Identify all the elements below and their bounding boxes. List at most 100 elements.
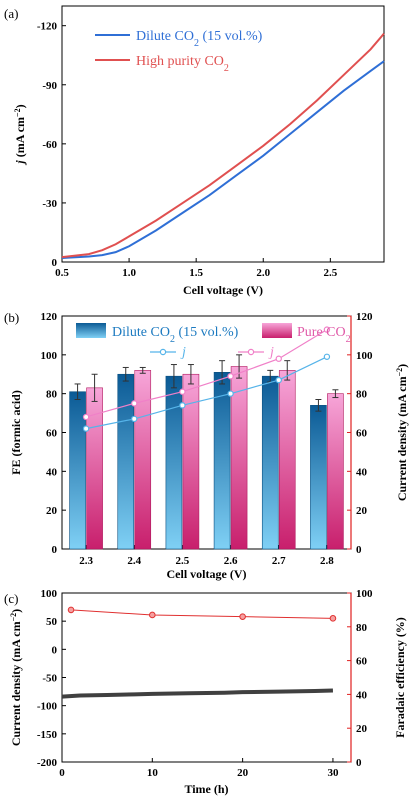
- left-tick-label: -50: [42, 673, 57, 685]
- plot-frame: [61, 315, 352, 550]
- current-density-point: [323, 326, 331, 333]
- x-tick-label: 0: [59, 767, 65, 779]
- left-axis-title: FE (formic acid): [9, 390, 23, 475]
- bar-series-2: [86, 387, 103, 550]
- plot-frame: [61, 5, 385, 263]
- legend-swatch-point: [159, 348, 167, 356]
- bar-series-1: [117, 373, 135, 550]
- y-axis-title: j (mA cm−2): [13, 104, 28, 165]
- right-axis-title: Faradaic efficiency (%): [393, 617, 407, 738]
- right-tick-label: 40: [356, 466, 368, 478]
- right-tick-label: 120: [356, 311, 373, 323]
- right-tick-label: 80: [356, 622, 368, 634]
- right-tick-label: 40: [356, 689, 368, 701]
- x-tick-label: 2.5: [176, 555, 190, 567]
- right-axis-title-main: Current density (mA cm: [395, 376, 409, 501]
- x-tick-label: 2.6: [224, 555, 238, 567]
- current-density-point: [82, 425, 90, 432]
- legend-sub: 2: [170, 334, 175, 345]
- right-axis-title: Current density (mA cm−2): [395, 364, 410, 501]
- left-tick-label: 50: [46, 616, 58, 628]
- current-density-line-2: [85, 329, 328, 418]
- right-tick-label: 20: [356, 505, 368, 517]
- legend-name: Pure CO: [297, 325, 346, 340]
- right-tick-label: 80: [356, 389, 368, 401]
- legend-tail: (15 vol.%): [199, 29, 263, 44]
- x-tick-label: 20: [237, 767, 249, 779]
- bar-series-2: [134, 370, 152, 550]
- x-tick-label: 10: [147, 767, 159, 779]
- right-tick-label: 100: [356, 588, 373, 600]
- legend-entry-line-1: j: [180, 345, 186, 360]
- legend-sub: 2: [194, 38, 199, 49]
- y-tick-label: 20: [46, 505, 58, 517]
- y-tick-label: 40: [46, 466, 58, 478]
- panel-label: (a): [4, 6, 18, 21]
- left-axis-title-end: ): [9, 609, 23, 613]
- legend-entry-1: Dilute CO2 (15 vol.%): [136, 29, 263, 49]
- left-axis-title-sup: −2: [9, 613, 18, 622]
- panel-label: (b): [4, 310, 19, 325]
- x-tick-label: 2.8: [320, 555, 334, 567]
- legend-tail: (15 vol.%): [175, 325, 239, 340]
- series-line-1: [61, 60, 385, 260]
- faradaic-efficiency-point: [149, 611, 156, 619]
- panel-b: (b) 0 0 20 20 40 40 60 60 80 80 100 100 120 120 2.3 2.4 2…: [4, 310, 409, 581]
- current-density-line-1: [85, 356, 328, 430]
- current-density-point: [323, 353, 331, 360]
- left-tick-label: -150: [37, 729, 58, 741]
- current-density-point: [275, 355, 282, 362]
- y-axis-title-end: ): [13, 104, 27, 108]
- x-tick-label: 2.0: [256, 267, 270, 279]
- left-tick-label: -100: [37, 701, 58, 713]
- y-tick-label: 60: [46, 428, 58, 440]
- left-tick-label: 100: [41, 588, 58, 600]
- current-density-point: [82, 413, 90, 421]
- x-tick-label: 1.0: [122, 267, 136, 279]
- legend-sub: 2: [224, 63, 229, 74]
- panel-a: (a) 0.5 1.0 1.5 2.0 2.5 0 -30 -60 -90 -120 Cell vol…: [4, 5, 385, 297]
- y-tick-label: -90: [42, 80, 57, 92]
- right-tick-label: 0: [356, 544, 362, 556]
- current-density-point: [131, 415, 138, 423]
- legend-entry-bar-2: Pure CO2: [297, 325, 351, 345]
- x-tick-label: 30: [327, 767, 339, 779]
- right-axis-title-end: ): [395, 364, 409, 368]
- x-tick-label: 2.4: [127, 555, 141, 567]
- series-line-2: [61, 32, 385, 259]
- y-tick-label: 120: [41, 311, 58, 323]
- faradaic-efficiency-point: [329, 615, 337, 622]
- bar-series-2: [327, 393, 344, 550]
- faradaic-efficiency-point: [239, 613, 246, 620]
- legend-entry-2: High purity CO2: [136, 54, 229, 74]
- x-axis-title: Cell voltage (V): [167, 567, 247, 581]
- right-axis-title-sup: −2: [395, 368, 404, 377]
- legend-name: Dilute CO: [112, 325, 170, 340]
- x-tick-label: 1.5: [189, 267, 203, 279]
- current-density-point: [227, 390, 234, 397]
- bar-series-1: [310, 405, 327, 550]
- current-density-point: [227, 372, 234, 380]
- y-tick-label: 0: [52, 544, 58, 556]
- y-axis-title-sup: −2: [13, 108, 22, 117]
- legend-sub: 2: [346, 334, 351, 345]
- current-density-point: [179, 402, 186, 409]
- y-axis-title-unit: (mA cm: [13, 117, 27, 160]
- left-axis-title: Current density (mA cm−2): [9, 609, 24, 746]
- y-tick-label: -30: [42, 198, 57, 210]
- right-tick-label: 0: [356, 757, 362, 769]
- y-tick-label: -60: [42, 139, 57, 151]
- bar-series-1: [69, 391, 86, 550]
- current-density-point: [275, 376, 282, 384]
- right-tick-label: 20: [356, 723, 368, 735]
- right-tick-label: 60: [356, 428, 368, 440]
- legend-entry-bar-1: Dilute CO2 (15 vol.%): [112, 325, 239, 345]
- legend-swatch-bar-1: [76, 323, 106, 338]
- faradaic-efficiency-line: [71, 609, 333, 619]
- bar-series-2: [278, 370, 296, 550]
- x-tick-label: 2.3: [79, 555, 93, 567]
- current-density-point: [131, 400, 138, 407]
- bar-series-1: [213, 372, 231, 550]
